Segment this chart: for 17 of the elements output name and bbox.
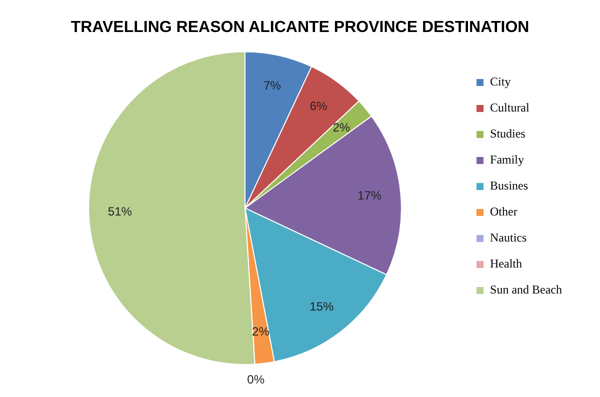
chart-title: TRAVELLING REASON ALICANTE PROVINCE DESTINATION xyxy=(70,19,530,36)
legend-label: Cultural xyxy=(490,100,530,115)
legend-label: Studies xyxy=(490,126,526,141)
data-label: 2% xyxy=(332,120,350,135)
legend-label: Other xyxy=(490,204,518,219)
legend-label: Sun and Beach xyxy=(490,282,562,297)
text: 0% xyxy=(247,372,265,386)
legend-label: Family xyxy=(490,152,524,167)
legend-label: Health xyxy=(490,256,522,271)
data-label: 15% xyxy=(310,299,334,314)
data-label: 51% xyxy=(108,204,132,218)
legend-label: Busines xyxy=(490,178,528,193)
data-label: 7% xyxy=(264,78,282,92)
data-label: 17% xyxy=(358,188,382,203)
legend-label: City xyxy=(490,74,511,89)
legend-label: Nautics xyxy=(490,230,528,245)
data-label: 6% xyxy=(310,99,328,114)
